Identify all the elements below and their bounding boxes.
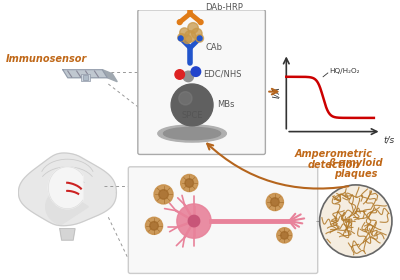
Circle shape xyxy=(159,190,168,199)
Circle shape xyxy=(198,20,203,25)
Circle shape xyxy=(197,36,202,41)
Circle shape xyxy=(188,23,198,33)
Text: DAb-HRP: DAb-HRP xyxy=(206,3,243,12)
Text: CAb: CAb xyxy=(206,43,222,52)
Polygon shape xyxy=(46,189,88,225)
Text: SPCE: SPCE xyxy=(181,111,203,120)
Text: β-amyloid
plaques: β-amyloid plaques xyxy=(328,158,383,179)
Circle shape xyxy=(196,34,204,42)
Polygon shape xyxy=(18,153,116,226)
Text: Amperometric
detection: Amperometric detection xyxy=(295,149,373,170)
Circle shape xyxy=(192,28,202,39)
Text: I/A: I/A xyxy=(272,87,282,99)
Polygon shape xyxy=(48,167,83,209)
Circle shape xyxy=(150,221,158,230)
Polygon shape xyxy=(63,70,107,78)
FancyBboxPatch shape xyxy=(138,10,265,155)
Bar xyxy=(83,75,88,80)
Circle shape xyxy=(183,71,194,82)
Circle shape xyxy=(179,92,192,105)
Text: MBs: MBs xyxy=(217,101,234,109)
Circle shape xyxy=(183,35,192,44)
Circle shape xyxy=(191,67,201,76)
Circle shape xyxy=(180,28,189,37)
Circle shape xyxy=(178,34,186,41)
Circle shape xyxy=(154,185,173,204)
Circle shape xyxy=(171,84,213,126)
Polygon shape xyxy=(60,229,75,240)
Ellipse shape xyxy=(164,127,221,140)
Circle shape xyxy=(175,70,184,79)
Bar xyxy=(81,74,90,81)
Polygon shape xyxy=(102,70,117,82)
Circle shape xyxy=(181,174,198,192)
Circle shape xyxy=(271,198,279,206)
Text: EDC/NHS: EDC/NHS xyxy=(204,70,242,79)
FancyBboxPatch shape xyxy=(128,167,318,273)
Text: HQ/H₂O₂: HQ/H₂O₂ xyxy=(329,68,359,74)
Circle shape xyxy=(177,204,211,238)
Text: t/s: t/s xyxy=(383,136,395,144)
Circle shape xyxy=(178,36,183,41)
Circle shape xyxy=(320,185,392,257)
Circle shape xyxy=(184,31,196,42)
Circle shape xyxy=(266,193,284,211)
Circle shape xyxy=(280,232,288,239)
Ellipse shape xyxy=(158,125,226,142)
Circle shape xyxy=(177,20,182,25)
Circle shape xyxy=(188,215,200,227)
Text: Immunosensor: Immunosensor xyxy=(6,54,87,64)
Circle shape xyxy=(146,217,162,234)
Circle shape xyxy=(185,179,194,187)
Circle shape xyxy=(277,228,292,243)
